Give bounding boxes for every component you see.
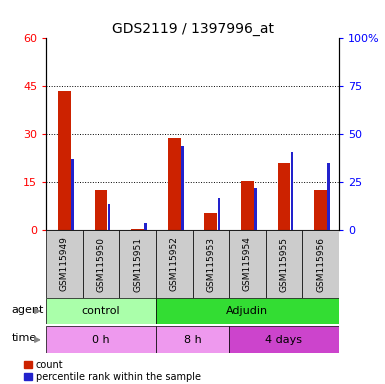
Bar <box>168 137 181 230</box>
FancyBboxPatch shape <box>229 230 266 298</box>
Text: control: control <box>82 306 121 316</box>
Bar <box>95 190 107 230</box>
FancyBboxPatch shape <box>119 230 156 298</box>
FancyBboxPatch shape <box>156 326 229 353</box>
Bar <box>218 198 220 230</box>
Text: GSM115951: GSM115951 <box>133 237 142 291</box>
FancyBboxPatch shape <box>192 230 229 298</box>
Title: GDS2119 / 1397996_at: GDS2119 / 1397996_at <box>112 22 273 36</box>
Bar <box>144 223 147 230</box>
FancyBboxPatch shape <box>83 230 119 298</box>
FancyBboxPatch shape <box>266 230 302 298</box>
Text: GSM115953: GSM115953 <box>206 237 215 291</box>
Bar <box>254 188 257 230</box>
Text: GSM115956: GSM115956 <box>316 237 325 291</box>
Text: GSM115949: GSM115949 <box>60 237 69 291</box>
Text: 4 days: 4 days <box>265 335 303 345</box>
Bar <box>108 204 110 230</box>
Text: 0 h: 0 h <box>92 335 110 345</box>
Text: GSM115954: GSM115954 <box>243 237 252 291</box>
Bar <box>204 213 217 230</box>
FancyBboxPatch shape <box>156 298 339 324</box>
Bar <box>181 146 184 230</box>
Bar <box>327 163 330 230</box>
Bar <box>58 91 71 230</box>
FancyBboxPatch shape <box>46 326 156 353</box>
Bar <box>291 152 293 230</box>
Text: GSM115955: GSM115955 <box>280 237 288 291</box>
FancyBboxPatch shape <box>46 298 156 324</box>
Text: GSM115950: GSM115950 <box>97 237 105 291</box>
Text: time: time <box>12 333 37 344</box>
Text: agent: agent <box>12 305 44 315</box>
Bar <box>71 159 74 230</box>
Text: Adjudin: Adjudin <box>226 306 268 316</box>
FancyBboxPatch shape <box>46 230 83 298</box>
FancyBboxPatch shape <box>302 230 339 298</box>
Bar <box>278 163 290 230</box>
Bar <box>131 229 144 230</box>
Legend: count, percentile rank within the sample: count, percentile rank within the sample <box>24 360 201 382</box>
Text: GSM115952: GSM115952 <box>170 237 179 291</box>
Bar <box>314 190 327 230</box>
FancyBboxPatch shape <box>156 230 192 298</box>
FancyBboxPatch shape <box>229 326 339 353</box>
Text: 8 h: 8 h <box>184 335 201 345</box>
Bar <box>241 181 254 230</box>
